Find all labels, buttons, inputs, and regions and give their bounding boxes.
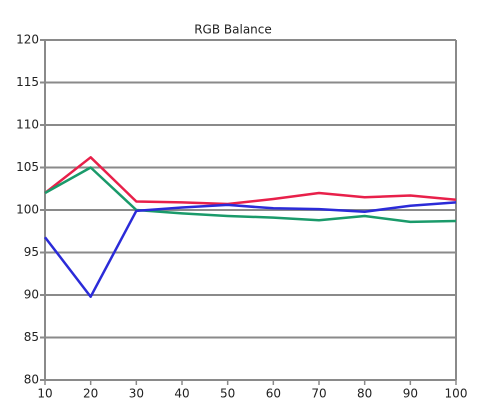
y-tick-label: 90 xyxy=(24,288,39,302)
x-tick-label: 10 xyxy=(37,387,52,401)
y-tick-label: 120 xyxy=(16,33,39,47)
x-tick-label: 90 xyxy=(403,387,418,401)
x-tick-label: 80 xyxy=(357,387,372,401)
x-tick-label: 30 xyxy=(129,387,144,401)
x-tick-label: 60 xyxy=(266,387,281,401)
x-tick-label: 100 xyxy=(445,387,468,401)
y-tick-label: 80 xyxy=(24,373,39,387)
x-tick-label: 20 xyxy=(83,387,98,401)
y-tick-label: 95 xyxy=(24,245,39,259)
y-tick-label: 85 xyxy=(24,330,39,344)
data-line xyxy=(44,201,457,298)
x-tick-label: 40 xyxy=(174,387,189,401)
chart-title: RGB Balance xyxy=(194,23,272,37)
data-line xyxy=(44,166,457,224)
y-tick-label: 110 xyxy=(16,118,39,132)
y-tick-label: 105 xyxy=(16,160,39,174)
y-tick-label: 100 xyxy=(16,203,39,217)
y-tick-label: 115 xyxy=(16,75,39,89)
x-tick-label: 50 xyxy=(220,387,235,401)
data-line xyxy=(44,156,457,206)
x-tick-label: 70 xyxy=(311,387,326,401)
